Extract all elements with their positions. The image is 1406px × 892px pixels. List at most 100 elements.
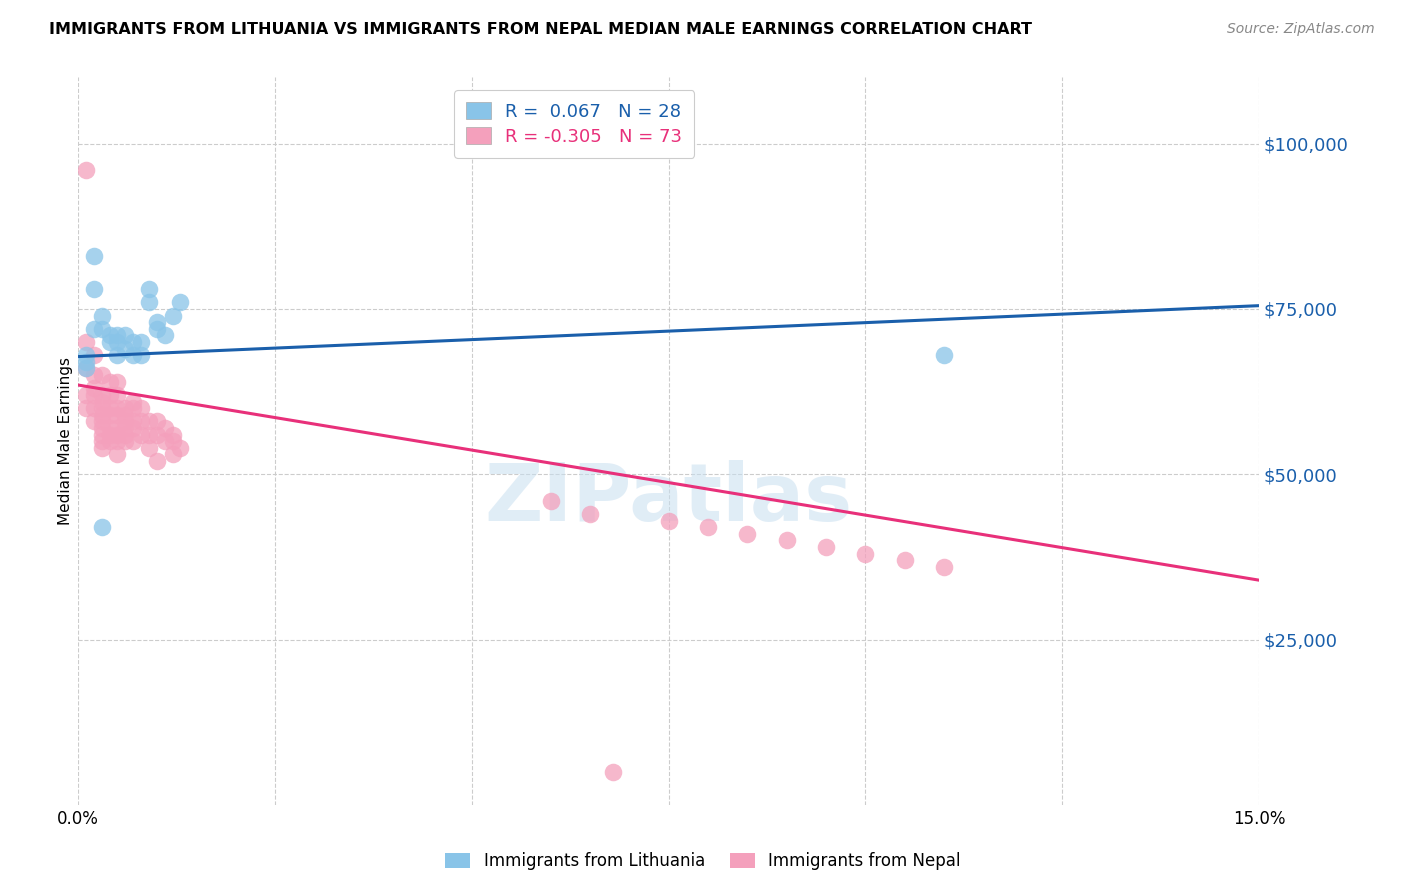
- Point: [107, 328, 129, 343]
- Point: [83, 368, 105, 383]
- Point: [83, 388, 105, 402]
- Point: [776, 533, 799, 548]
- Point: [138, 414, 160, 428]
- Point: [815, 540, 838, 554]
- Text: Source: ZipAtlas.com: Source: ZipAtlas.com: [1227, 22, 1375, 37]
- Point: [107, 401, 129, 416]
- Point: [129, 401, 152, 416]
- Point: [153, 328, 176, 343]
- Point: [114, 328, 136, 343]
- Point: [90, 394, 112, 409]
- Point: [90, 414, 112, 428]
- Point: [90, 388, 112, 402]
- Point: [83, 249, 105, 263]
- Point: [114, 342, 136, 356]
- Legend: Immigrants from Lithuania, Immigrants from Nepal: Immigrants from Lithuania, Immigrants fr…: [439, 846, 967, 877]
- Point: [83, 348, 105, 362]
- Point: [75, 334, 97, 349]
- Point: [122, 434, 145, 449]
- Point: [162, 434, 184, 449]
- Point: [146, 427, 169, 442]
- Point: [138, 427, 160, 442]
- Point: [146, 454, 169, 468]
- Point: [855, 547, 877, 561]
- Point: [107, 375, 129, 389]
- Point: [129, 334, 152, 349]
- Point: [107, 427, 129, 442]
- Point: [107, 408, 129, 422]
- Point: [153, 434, 176, 449]
- Point: [98, 328, 121, 343]
- Point: [98, 427, 121, 442]
- Point: [107, 448, 129, 462]
- Point: [98, 388, 121, 402]
- Point: [162, 309, 184, 323]
- Point: [169, 295, 191, 310]
- Point: [83, 401, 105, 416]
- Point: [107, 388, 129, 402]
- Point: [894, 553, 917, 567]
- Point: [146, 315, 169, 329]
- Point: [138, 441, 160, 455]
- Point: [138, 282, 160, 296]
- Point: [107, 348, 129, 362]
- Point: [75, 163, 97, 178]
- Point: [98, 334, 121, 349]
- Point: [114, 434, 136, 449]
- Point: [540, 493, 562, 508]
- Point: [75, 361, 97, 376]
- Point: [114, 408, 136, 422]
- Point: [146, 414, 169, 428]
- Point: [98, 421, 121, 435]
- Point: [90, 401, 112, 416]
- Point: [98, 408, 121, 422]
- Point: [90, 408, 112, 422]
- Point: [153, 421, 176, 435]
- Point: [162, 427, 184, 442]
- Point: [98, 375, 121, 389]
- Point: [602, 764, 624, 779]
- Point: [90, 427, 112, 442]
- Point: [83, 381, 105, 395]
- Point: [934, 560, 956, 574]
- Point: [83, 414, 105, 428]
- Point: [83, 322, 105, 336]
- Point: [737, 527, 759, 541]
- Point: [90, 520, 112, 534]
- Text: IMMIGRANTS FROM LITHUANIA VS IMMIGRANTS FROM NEPAL MEDIAN MALE EARNINGS CORRELAT: IMMIGRANTS FROM LITHUANIA VS IMMIGRANTS …: [49, 22, 1032, 37]
- Y-axis label: Median Male Earnings: Median Male Earnings: [58, 358, 73, 525]
- Point: [75, 401, 97, 416]
- Point: [129, 427, 152, 442]
- Point: [162, 448, 184, 462]
- Point: [75, 348, 97, 362]
- Point: [90, 441, 112, 455]
- Point: [129, 414, 152, 428]
- Legend: R =  0.067   N = 28, R = -0.305   N = 73: R = 0.067 N = 28, R = -0.305 N = 73: [454, 90, 695, 158]
- Point: [75, 355, 97, 369]
- Point: [579, 507, 602, 521]
- Point: [122, 421, 145, 435]
- Point: [114, 421, 136, 435]
- Point: [90, 434, 112, 449]
- Point: [122, 414, 145, 428]
- Point: [658, 514, 681, 528]
- Point: [90, 322, 112, 336]
- Point: [122, 348, 145, 362]
- Point: [138, 295, 160, 310]
- Point: [90, 368, 112, 383]
- Point: [90, 421, 112, 435]
- Point: [98, 401, 121, 416]
- Point: [114, 414, 136, 428]
- Point: [129, 348, 152, 362]
- Point: [107, 334, 129, 349]
- Point: [122, 394, 145, 409]
- Point: [114, 427, 136, 442]
- Point: [98, 434, 121, 449]
- Point: [122, 334, 145, 349]
- Point: [934, 348, 956, 362]
- Point: [107, 421, 129, 435]
- Point: [146, 322, 169, 336]
- Point: [90, 309, 112, 323]
- Point: [697, 520, 720, 534]
- Point: [107, 434, 129, 449]
